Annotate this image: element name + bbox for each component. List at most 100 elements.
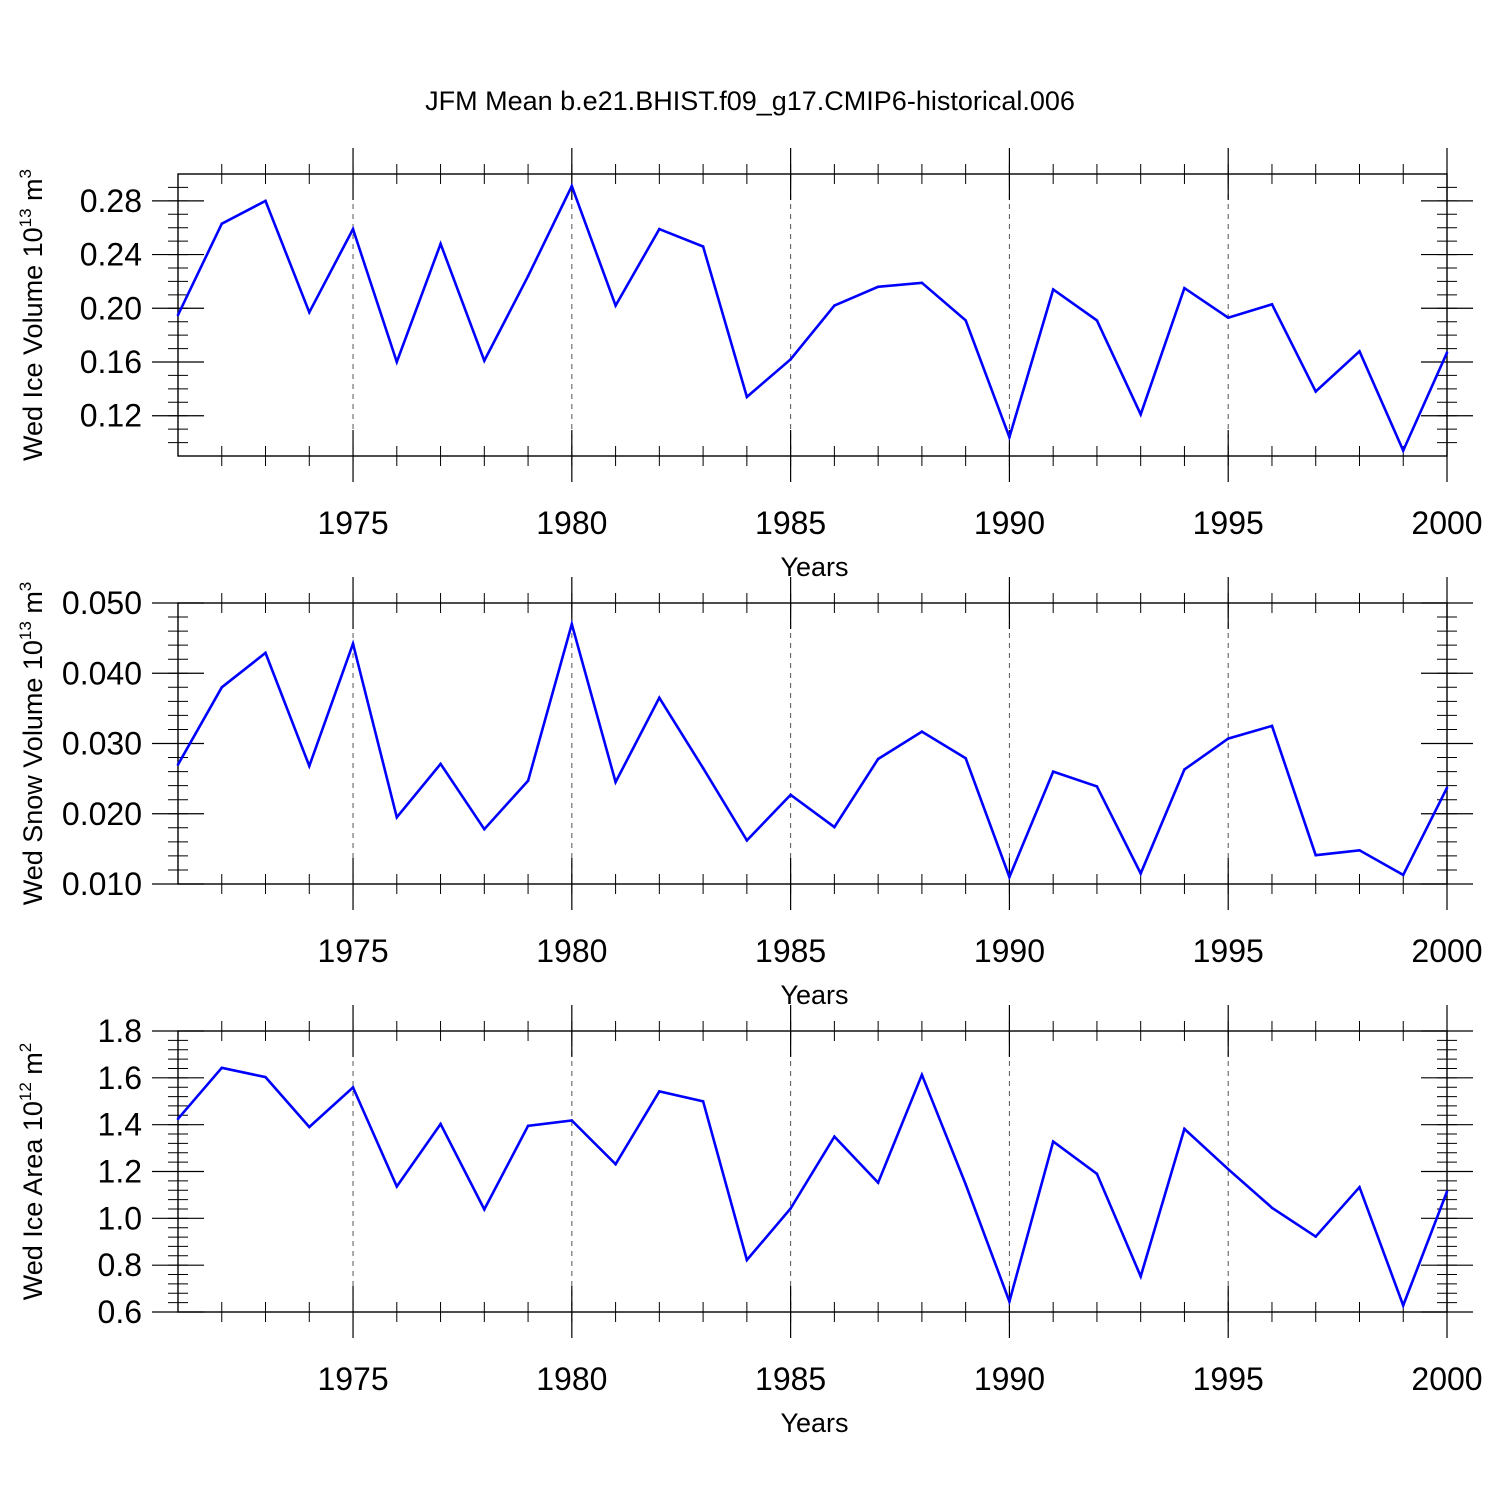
- figure-title: JFM Mean b.e21.BHIST.f09_g17.CMIP6-histo…: [425, 86, 1075, 116]
- x-tick-label: 1980: [536, 933, 607, 969]
- data-point: [833, 1135, 836, 1138]
- y-tick-label: 1.4: [98, 1107, 142, 1143]
- x-tick-label: 1980: [536, 505, 607, 541]
- data-point: [483, 1208, 486, 1211]
- data-point: [876, 285, 880, 289]
- data-point: [1008, 875, 1011, 879]
- panel-ice-area: 1975 1980 1985 1990 1995 2000 0.6 0.8 1.0 1.2 1.4 1…: [16, 1005, 1483, 1438]
- data-point: [483, 359, 486, 362]
- data-point: [395, 1185, 399, 1188]
- x-tick-label: 1995: [1193, 505, 1264, 541]
- y-tick-label: 0.20: [80, 290, 142, 326]
- x-tick-label: 1975: [317, 505, 388, 541]
- y-label-unit: m: [18, 178, 48, 208]
- data-point: [789, 358, 792, 361]
- data-point: [1358, 1185, 1361, 1189]
- data-point: [1139, 1275, 1142, 1278]
- data-point: [220, 686, 224, 689]
- data-point: [745, 1258, 749, 1262]
- y-tick-label: 1.6: [98, 1060, 142, 1096]
- y-label-unit: m: [18, 591, 48, 621]
- plot-frame: [177, 173, 1448, 457]
- data-point: [614, 780, 617, 784]
- y-tick-label: 1.0: [98, 1200, 142, 1236]
- data-point: [964, 319, 967, 322]
- data-point: [570, 1119, 574, 1122]
- y-axis-label: Wed Snow Volume 1013 m3: [16, 582, 48, 906]
- y-tick-label: 0.12: [80, 398, 142, 434]
- x-tick-label: 1980: [536, 1361, 607, 1397]
- x-tick-label: 2000: [1411, 1361, 1482, 1397]
- panel-ice-volume: 1975 1980 1985 1990 1995 2000 0.12 0.16 0.20 0.24…: [16, 148, 1483, 582]
- x-tick-label: 1990: [974, 1361, 1045, 1397]
- data-point: [1139, 872, 1142, 875]
- data-point: [1139, 413, 1142, 416]
- data-point: [570, 622, 574, 626]
- data-point: [1270, 1206, 1274, 1210]
- x-tick-label: 1975: [317, 1361, 388, 1397]
- y-label-exponent: 12: [16, 1082, 35, 1101]
- data-point: [920, 730, 924, 733]
- data-point: [1314, 390, 1318, 393]
- data-point: [1445, 786, 1449, 790]
- y-label-unit-exponent: 2: [16, 1043, 35, 1052]
- data-point: [1270, 724, 1274, 728]
- data-point: [1008, 435, 1011, 439]
- x-axis-label: Years: [780, 552, 848, 582]
- data-point: [745, 839, 749, 842]
- y-tick-label: 0.6: [98, 1294, 142, 1330]
- data-point: [1401, 873, 1405, 877]
- y-tick-label: 0.24: [80, 237, 142, 273]
- data-point: [701, 766, 705, 770]
- data-point: [1183, 768, 1186, 771]
- x-axis-label: Years: [780, 1408, 848, 1438]
- y-label-text: Wed Ice Volume 10: [18, 227, 48, 461]
- y-label-text: Wed Ice Area 10: [18, 1101, 48, 1300]
- data-point: [876, 757, 880, 761]
- data-point: [395, 815, 399, 819]
- y-label-unit-exponent: 3: [16, 169, 35, 178]
- data-point: [570, 184, 574, 188]
- data-point: [658, 1090, 661, 1093]
- data-point: [264, 651, 267, 655]
- data-point: [1226, 1167, 1230, 1171]
- x-tick-label: 2000: [1411, 933, 1482, 969]
- data-point: [1008, 1300, 1011, 1303]
- data-point: [526, 274, 530, 278]
- data-point: [789, 793, 792, 797]
- y-tick-label: 0.020: [62, 796, 142, 832]
- y-label-text: Wed Snow Volume 10: [18, 640, 48, 905]
- series-line: [177, 1066, 1449, 1310]
- data-point: [1226, 316, 1230, 319]
- data-point: [789, 1207, 792, 1210]
- data-point: [176, 763, 180, 766]
- x-axis-label: Years: [780, 980, 848, 1010]
- data-point: [1314, 1235, 1318, 1238]
- data-point: [526, 779, 530, 783]
- y-tick-label: 1.8: [98, 1013, 142, 1049]
- y-axis-label: Wed Ice Volume 1013 m3: [16, 169, 48, 461]
- x-tick-label: 1995: [1193, 1361, 1264, 1397]
- data-point: [351, 227, 355, 231]
- data-point: [439, 762, 442, 766]
- x-tick-label: 1985: [755, 933, 826, 969]
- data-point: [439, 1122, 442, 1126]
- y-tick-label: 0.040: [62, 655, 142, 691]
- data-point: [833, 825, 836, 829]
- data-point: [264, 1075, 267, 1079]
- data-point: [876, 1181, 880, 1185]
- data-point: [176, 313, 180, 317]
- data-point: [1095, 1172, 1099, 1176]
- data-point: [745, 395, 749, 399]
- data-point: [614, 304, 617, 307]
- y-tick-label: 0.010: [62, 866, 142, 902]
- data-point: [1095, 785, 1099, 788]
- data-point: [1445, 351, 1449, 354]
- data-point: [1358, 349, 1361, 353]
- data-point: [964, 756, 967, 760]
- y-label-unit-exponent: 3: [16, 582, 35, 591]
- series-line: [176, 182, 1449, 454]
- data-point: [1051, 770, 1055, 773]
- data-point: [307, 1125, 311, 1129]
- data-point: [701, 245, 705, 248]
